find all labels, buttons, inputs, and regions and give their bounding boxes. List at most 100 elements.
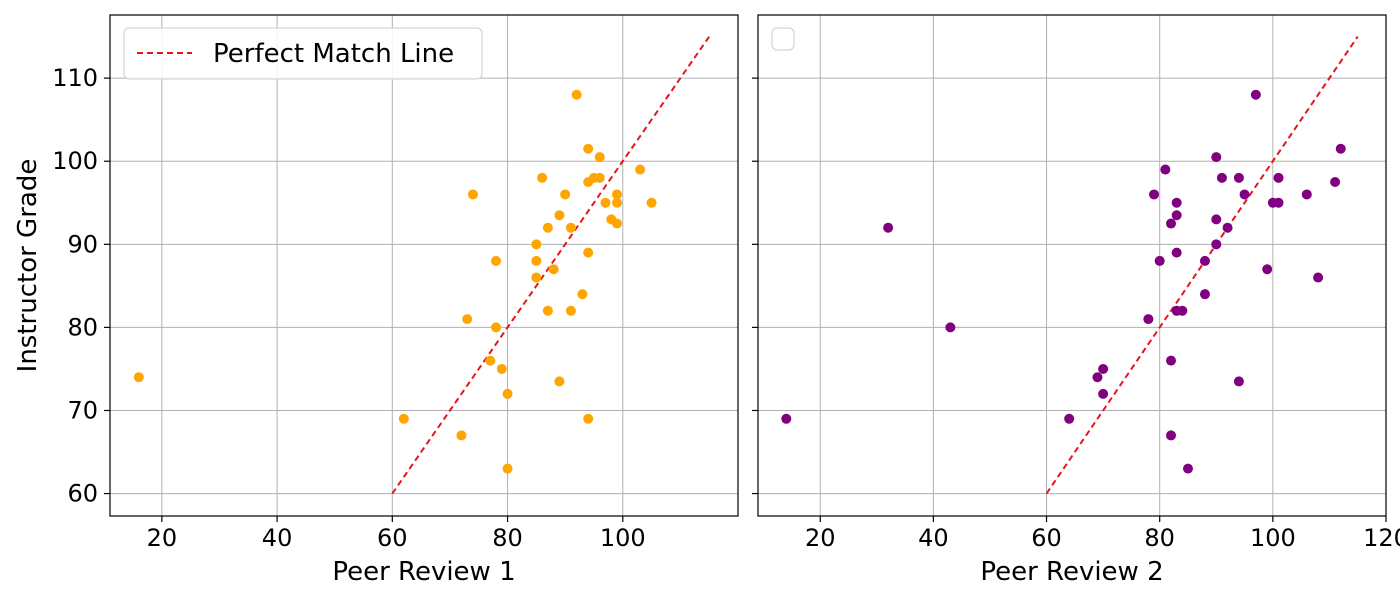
data-point: [502, 463, 513, 474]
data-point: [1313, 272, 1324, 283]
data-point: [781, 413, 792, 424]
data-point: [1166, 355, 1177, 366]
chart-panel-peer-review-2: 20 40 60 80 100 120 Peer Review 2: [752, 14, 1400, 587]
y-axis-title: Instructor Grade: [13, 159, 43, 373]
data-point: [548, 264, 559, 275]
grid: [758, 15, 1387, 516]
data-point: [531, 255, 542, 266]
x-tick-label: 40: [918, 524, 949, 552]
data-point: [577, 289, 588, 300]
data-point: [1233, 172, 1244, 183]
data-point: [565, 305, 576, 316]
legend-box-empty: [771, 27, 795, 51]
x-tick-label: 20: [147, 524, 178, 552]
data-point: [1171, 247, 1182, 258]
data-point: [612, 189, 623, 200]
y-tick-label: 80: [67, 313, 98, 341]
legend-label: Perfect Match Line: [213, 39, 454, 69]
x-tick-label: 60: [1031, 524, 1062, 552]
data-point: [945, 322, 956, 333]
data-point: [1262, 264, 1273, 275]
data-point: [1092, 372, 1103, 383]
data-point: [1143, 314, 1154, 325]
data-point: [560, 189, 571, 200]
data-point: [1064, 413, 1075, 424]
scatter-series: [781, 89, 1346, 474]
data-point: [1154, 255, 1165, 266]
data-point: [646, 197, 657, 208]
data-point: [456, 430, 467, 441]
data-point: [583, 413, 594, 424]
data-point: [1211, 239, 1222, 250]
data-point: [1233, 376, 1244, 387]
data-point: [1182, 463, 1193, 474]
data-point: [485, 355, 496, 366]
data-point: [1098, 388, 1109, 399]
data-point: [531, 239, 542, 250]
data-point: [1335, 143, 1346, 154]
data-point: [1199, 289, 1210, 300]
data-point: [594, 152, 605, 163]
data-point: [571, 89, 582, 100]
data-point: [467, 189, 478, 200]
chart-panel-peer-review-1: 20 40 60 80 100 60 70 80 90 100 110 Peer Review 1 In…: [13, 14, 739, 587]
data-point: [635, 164, 646, 175]
data-point: [1171, 210, 1182, 221]
data-point: [1273, 197, 1284, 208]
data-point: [1166, 430, 1177, 441]
data-point: [1301, 189, 1312, 200]
data-point: [531, 272, 542, 283]
data-point: [1149, 189, 1160, 200]
plot-area: [781, 36, 1359, 495]
x-tick-label: 80: [492, 524, 523, 552]
data-point: [1171, 197, 1182, 208]
data-point: [554, 376, 565, 387]
data-point: [398, 413, 409, 424]
data-point: [1250, 89, 1261, 100]
data-point: [883, 222, 894, 233]
x-tick-label: 60: [377, 524, 408, 552]
perfect-match-line: [1045, 36, 1359, 495]
data-point: [1098, 363, 1109, 374]
data-point: [1177, 305, 1188, 316]
perfect-match-line: [391, 36, 711, 495]
data-point: [1222, 222, 1233, 233]
x-tick-label: 120: [1363, 524, 1400, 552]
data-point: [1211, 214, 1222, 225]
grid: [110, 15, 738, 516]
data-point: [594, 172, 605, 183]
data-point: [583, 143, 594, 154]
data-point: [1211, 152, 1222, 163]
data-point: [583, 247, 594, 258]
y-tick-label: 110: [52, 64, 98, 92]
y-tick-label: 90: [67, 230, 98, 258]
legend: [771, 27, 795, 51]
y-tick-label: 70: [67, 396, 98, 424]
data-point: [612, 197, 623, 208]
data-point: [542, 305, 553, 316]
x-axis-title: Peer Review 2: [980, 557, 1163, 587]
data-point: [1160, 164, 1171, 175]
data-point: [491, 255, 502, 266]
scatter-series: [133, 89, 657, 474]
x-tick-label: 100: [1250, 524, 1296, 552]
y-tick-label: 100: [52, 147, 98, 175]
data-point: [554, 210, 565, 221]
data-point: [1166, 218, 1177, 229]
x-tick-label: 80: [1144, 524, 1175, 552]
data-point: [1330, 177, 1341, 187]
axes-frame: [109, 14, 739, 517]
data-point: [565, 222, 576, 233]
plot-area: [133, 36, 711, 495]
data-point: [133, 372, 144, 383]
x-axis-title: Peer Review 1: [332, 557, 515, 587]
data-point: [542, 222, 553, 233]
data-point: [1239, 189, 1250, 200]
data-point: [502, 388, 513, 399]
data-point: [491, 322, 502, 333]
x-tick-label: 40: [262, 524, 293, 552]
x-tick-label: 100: [600, 524, 646, 552]
legend: Perfect Match Line: [123, 27, 483, 80]
data-point: [600, 197, 611, 208]
